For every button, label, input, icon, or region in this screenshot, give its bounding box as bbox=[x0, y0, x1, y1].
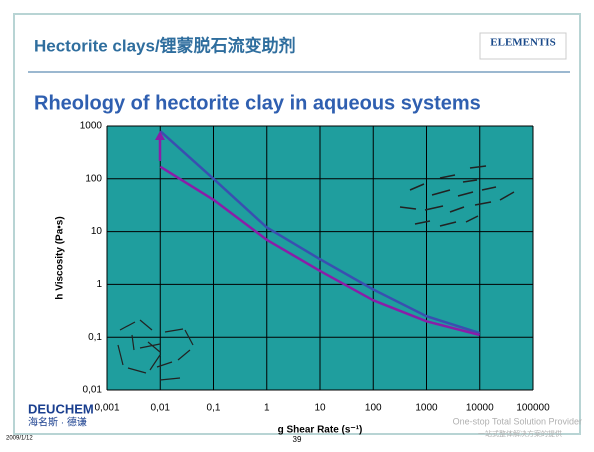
x-tick-label: 1000 bbox=[415, 403, 438, 414]
slogan-cn: 一站式整体解决方案的提供 bbox=[478, 429, 562, 438]
y-tick-label: 1000 bbox=[80, 121, 103, 132]
arrow-head bbox=[155, 131, 165, 140]
x-tick-label: 100000 bbox=[516, 403, 550, 414]
page-number: 39 bbox=[293, 435, 302, 444]
x-tick-label: 0,01 bbox=[151, 403, 171, 414]
y-tick-label: 0,01 bbox=[83, 385, 103, 396]
y-tick-label: 0,1 bbox=[88, 332, 102, 343]
logo: ELEMENTIS bbox=[490, 37, 555, 49]
y-tick-label: 1 bbox=[96, 279, 102, 290]
x-axis-label: g Shear Rate (s⁻¹) bbox=[278, 425, 363, 436]
y-axis-label: h Viscosity (Pa•s) bbox=[55, 216, 66, 299]
date: 2009/1/12 bbox=[6, 436, 33, 442]
x-tick-label: 10000 bbox=[466, 403, 494, 414]
dispersed-platelets-icon bbox=[399, 165, 515, 227]
y-tick-label: 100 bbox=[85, 173, 102, 184]
x-tick-label: 1 bbox=[264, 403, 270, 414]
slogan: One-stop Total Solution Provider bbox=[453, 416, 582, 426]
brand-cn: 海名斯 · 德谦 bbox=[28, 416, 87, 429]
slide-heading: Hectorite clays/锂蒙脱石流变助剂 bbox=[34, 35, 296, 55]
logo-box bbox=[479, 32, 567, 60]
y-tick-label: 10 bbox=[91, 226, 103, 237]
x-tick-label: 100 bbox=[365, 403, 382, 414]
x-tick-label: 10 bbox=[314, 403, 326, 414]
x-tick-label: 0,001 bbox=[94, 403, 119, 414]
x-tick-label: 0,1 bbox=[207, 403, 221, 414]
brand: DEUCHEM bbox=[28, 401, 94, 416]
line-series bbox=[159, 165, 481, 337]
clay-structure-icon bbox=[117, 319, 194, 381]
chart-title: Rheology of hectorite clay in aqueous sy… bbox=[34, 92, 481, 114]
frame bbox=[13, 13, 581, 435]
line-series bbox=[159, 130, 481, 335]
